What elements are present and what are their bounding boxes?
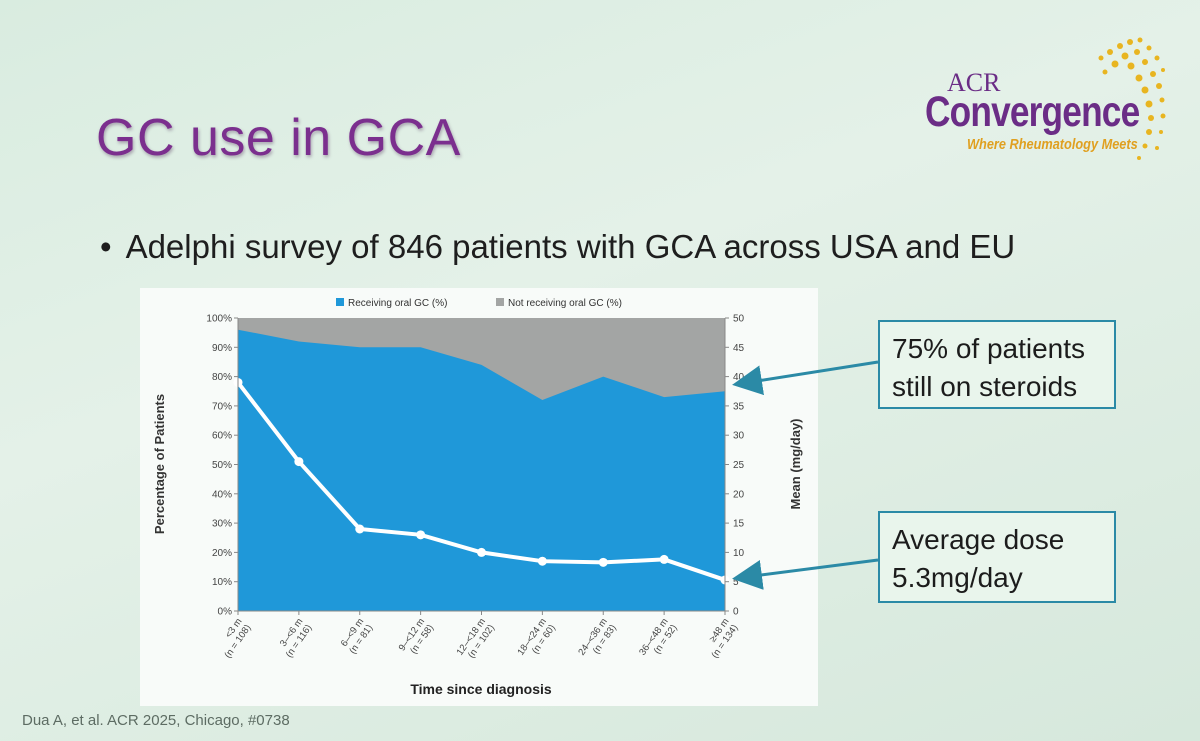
y-axis-title: Percentage of Patients bbox=[152, 394, 167, 534]
legend-swatch-not-receiving bbox=[496, 298, 504, 306]
citation: Dua A, et al. ACR 2025, Chicago, #0738 bbox=[22, 712, 290, 729]
y-tick-label: 0% bbox=[218, 607, 233, 618]
acr-convergence-logo: ACR Convergence Where Rheumatology Meets bbox=[925, 28, 1170, 168]
y-tick-label: 10% bbox=[212, 577, 232, 588]
legend-receiving: Receiving oral GC (%) bbox=[348, 298, 447, 309]
bullet-point: • Adelphi survey of 846 patients with GCA… bbox=[100, 228, 1015, 266]
y2-axis-title: Mean (mg/day) bbox=[788, 418, 803, 509]
y2-tick-label: 25 bbox=[733, 460, 745, 471]
callout-average-dose: Average dose 5.3mg/day bbox=[878, 511, 1116, 603]
y2-tick-label: 5 bbox=[733, 577, 739, 588]
y-tick-label: 50% bbox=[212, 460, 232, 471]
y-tick-label: 80% bbox=[212, 372, 232, 383]
y2-tick-label: 40 bbox=[733, 372, 745, 383]
logo-acr-text: ACR bbox=[947, 68, 1001, 97]
callout-steroids-line2: still on steroids bbox=[892, 371, 1078, 402]
y-tick-label: 30% bbox=[212, 519, 232, 530]
slide-title: GC use in GCA bbox=[96, 109, 461, 167]
mean-dose-point bbox=[537, 556, 547, 566]
mean-dose-point bbox=[477, 547, 486, 557]
y-tick-label: 70% bbox=[212, 401, 232, 412]
area-receiving bbox=[238, 329, 725, 611]
mean-dose-point bbox=[416, 530, 426, 540]
y2-tick-label: 15 bbox=[733, 519, 745, 530]
bullet-dot: • bbox=[100, 228, 112, 265]
y-tick-label: 20% bbox=[212, 548, 232, 559]
sunburst-dots-icon bbox=[1098, 37, 1166, 160]
y2-tick-label: 45 bbox=[733, 343, 745, 354]
y-tick-label: 100% bbox=[206, 314, 232, 325]
y2-tick-label: 10 bbox=[733, 548, 745, 559]
legend-swatch-receiving bbox=[336, 298, 344, 306]
gc-use-area-chart: Receiving oral GC (%) Not receiving oral… bbox=[152, 298, 803, 697]
chart-panel: Receiving oral GC (%) Not receiving oral… bbox=[140, 288, 818, 706]
callout-dose-line2: 5.3mg/day bbox=[892, 562, 1023, 593]
logo-convergence-text: Convergence bbox=[925, 88, 1140, 136]
mean-dose-point bbox=[659, 554, 669, 564]
y2-tick-label: 50 bbox=[733, 314, 745, 325]
mean-dose-point bbox=[294, 457, 304, 467]
mean-dose-point bbox=[598, 557, 608, 567]
mean-dose-point bbox=[355, 524, 365, 534]
y-tick-label: 60% bbox=[212, 431, 232, 442]
y-tick-label: 90% bbox=[212, 343, 232, 354]
y2-tick-label: 30 bbox=[733, 431, 745, 442]
bullet-text: Adelphi survey of 846 patients with GCA … bbox=[125, 228, 1016, 265]
y2-tick-label: 35 bbox=[733, 401, 745, 412]
y2-tick-label: 0 bbox=[733, 607, 739, 618]
x-axis-title: Time since diagnosis bbox=[410, 681, 552, 697]
logo-tagline: Where Rheumatology Meets bbox=[967, 136, 1138, 153]
legend-not-receiving: Not receiving oral GC (%) bbox=[508, 298, 622, 309]
callout-steroids: 75% of patients still on steroids bbox=[878, 320, 1116, 409]
callout-dose-line1: Average dose bbox=[892, 524, 1065, 555]
y-tick-label: 40% bbox=[212, 489, 232, 500]
y2-tick-label: 20 bbox=[733, 489, 745, 500]
callout-steroids-line1: 75% of patients bbox=[892, 333, 1086, 364]
